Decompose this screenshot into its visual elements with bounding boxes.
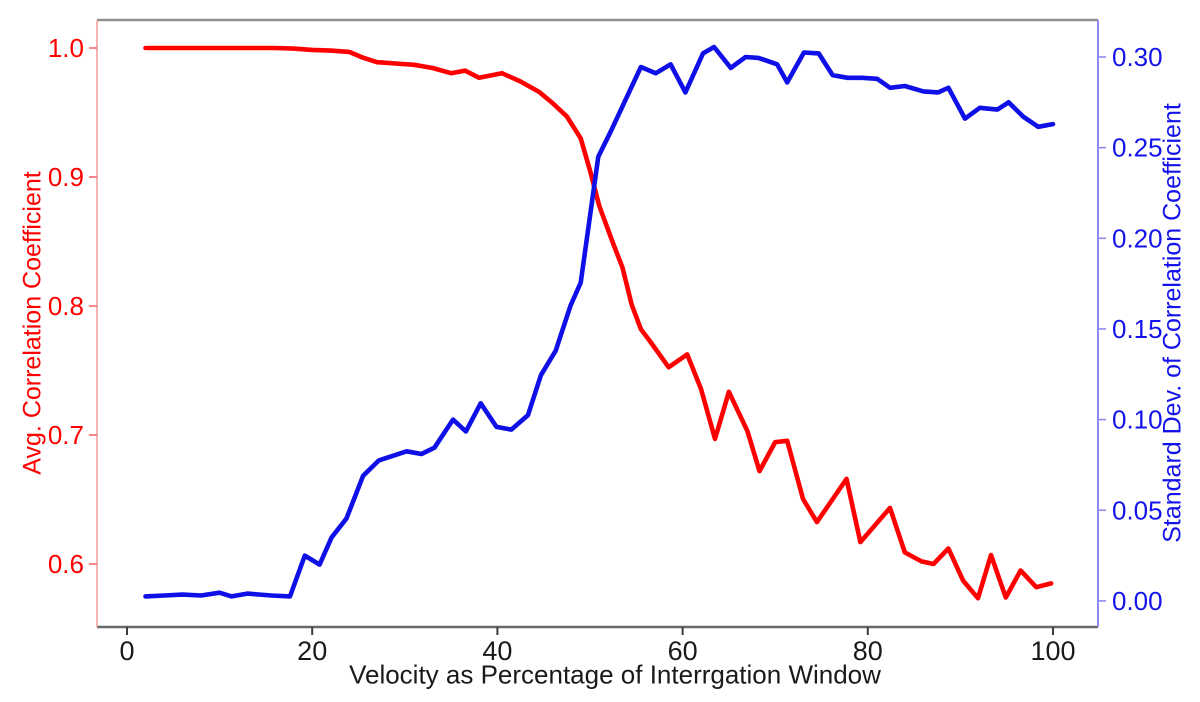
- right-tick-label: 0.15: [1112, 314, 1163, 344]
- left-tick-label: 0.8: [48, 291, 84, 321]
- x-tick-label: 100: [1030, 636, 1075, 666]
- x-tick-label: 0: [119, 636, 134, 666]
- x-tick-label: 80: [853, 636, 883, 666]
- right-tick-label: 0.20: [1112, 223, 1163, 253]
- right-tick-label: 0.25: [1112, 133, 1163, 163]
- right-tick-label: 0.30: [1112, 42, 1163, 72]
- left-axis-title: Avg. Correlation Coefficient: [18, 171, 47, 475]
- x-tick-label: 60: [668, 636, 698, 666]
- left-tick-label: 1.0: [48, 33, 84, 63]
- x-axis-title: Velocity as Percentage of Interrgation W…: [349, 659, 881, 690]
- right-tick-label: 0.05: [1112, 495, 1163, 525]
- x-tick-label: 40: [482, 636, 512, 666]
- right-tick-label: 0.00: [1112, 586, 1163, 616]
- left-tick-label: 0.7: [48, 420, 84, 450]
- x-tick-label: 20: [297, 636, 327, 666]
- right-axis-title: Standard Dev. of Correlation Coefficient: [1158, 103, 1187, 543]
- right-tick-label: 0.10: [1112, 405, 1163, 435]
- std-dev-line: [143, 44, 1056, 599]
- avg-correlation-line: [143, 45, 1054, 601]
- left-tick-label: 0.6: [48, 549, 84, 579]
- left-tick-label: 0.9: [48, 162, 84, 192]
